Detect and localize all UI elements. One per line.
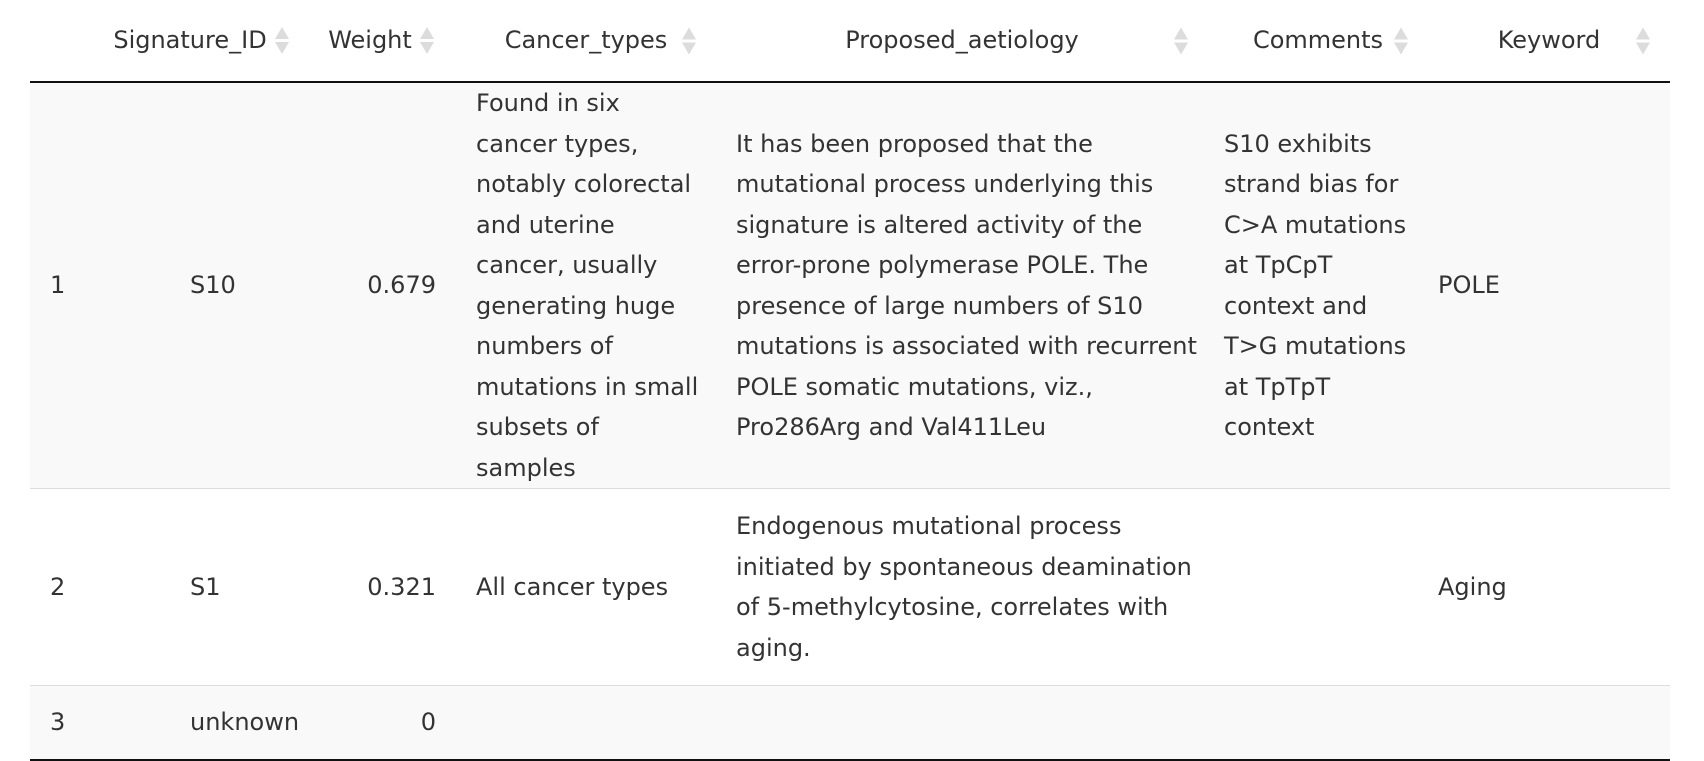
proposed-aetiology-cell: Endogenous mutational process initiated … <box>716 488 1208 686</box>
table-row: 3 unknown 0 <box>30 685 1670 761</box>
header-row: Signature_ID Weight Cancer_types Propose… <box>30 0 1670 83</box>
keyword-cell <box>1428 685 1670 761</box>
column-header-index <box>30 0 96 83</box>
sort-icon[interactable] <box>419 27 434 54</box>
table-body: 1 S10 0.679 Found in six cancer types, n… <box>30 82 1670 761</box>
weight-cell: 0.679 <box>306 82 456 489</box>
cancer-types-cell: Found in six cancer types, notably color… <box>456 82 716 489</box>
proposed-aetiology-cell: It has been proposed that the mutational… <box>716 82 1208 489</box>
sort-icon[interactable] <box>682 27 696 54</box>
column-header-comments[interactable]: Comments <box>1208 0 1428 83</box>
column-header-label: Comments <box>1252 26 1384 55</box>
column-header-signature-id[interactable]: Signature_ID <box>96 0 306 83</box>
sort-icon[interactable] <box>1636 27 1650 54</box>
sort-descending-icon <box>1174 42 1188 54</box>
comments-cell <box>1208 488 1428 686</box>
comments-cell <box>1208 685 1428 761</box>
row-index-cell: 2 <box>30 488 96 686</box>
sort-ascending-icon <box>419 27 434 39</box>
column-header-label: Signature_ID <box>113 26 267 55</box>
row-index-cell: 1 <box>30 82 96 489</box>
keyword-cell: Aging <box>1428 488 1670 686</box>
signature-id-cell: S10 <box>96 82 306 489</box>
table-header: Signature_ID Weight Cancer_types Propose… <box>30 0 1670 83</box>
cancer-types-cell <box>456 685 716 761</box>
table-row: 1 S10 0.679 Found in six cancer types, n… <box>30 82 1670 489</box>
sort-ascending-icon <box>1394 27 1408 39</box>
weight-cell: 0.321 <box>306 488 456 686</box>
signature-id-cell: unknown <box>96 685 306 761</box>
sort-ascending-icon <box>1174 27 1188 39</box>
signature-table: Signature_ID Weight Cancer_types Propose… <box>30 0 1670 761</box>
column-header-cancer-types[interactable]: Cancer_types <box>456 0 716 83</box>
sort-descending-icon <box>419 42 434 54</box>
sort-descending-icon <box>1636 42 1650 54</box>
column-header-label: Cancer_types <box>504 26 668 55</box>
sort-ascending-icon <box>274 27 289 39</box>
sort-ascending-icon <box>1636 27 1650 39</box>
table-row: 2 S1 0.321 All cancer types Endogenous m… <box>30 488 1670 686</box>
column-header-keyword[interactable]: Keyword <box>1428 0 1670 83</box>
signature-id-cell: S1 <box>96 488 306 686</box>
sort-icon[interactable] <box>1394 27 1408 54</box>
column-header-label: Weight <box>328 26 412 55</box>
sort-icon[interactable] <box>1174 27 1188 54</box>
sort-ascending-icon <box>682 27 696 39</box>
column-header-label: Keyword <box>1497 26 1601 55</box>
sort-descending-icon <box>682 42 696 54</box>
column-header-proposed-aetiology[interactable]: Proposed_aetiology <box>716 0 1208 83</box>
signature-table-container: Signature_ID Weight Cancer_types Propose… <box>30 0 1670 761</box>
row-index-cell: 3 <box>30 685 96 761</box>
comments-cell: S10 exhibits strand bias for C>A mutatio… <box>1208 82 1428 489</box>
sort-descending-icon <box>1394 42 1408 54</box>
keyword-cell: POLE <box>1428 82 1670 489</box>
column-header-weight[interactable]: Weight <box>306 0 456 83</box>
cancer-types-cell: All cancer types <box>456 488 716 686</box>
column-header-signature-id-content: Signature_ID <box>113 20 289 61</box>
sort-icon[interactable] <box>274 27 289 54</box>
sort-descending-icon <box>274 42 289 54</box>
column-header-weight-content: Weight <box>328 20 434 61</box>
proposed-aetiology-cell <box>716 685 1208 761</box>
column-header-label: Proposed_aetiology <box>845 26 1079 55</box>
weight-cell: 0 <box>306 685 456 761</box>
